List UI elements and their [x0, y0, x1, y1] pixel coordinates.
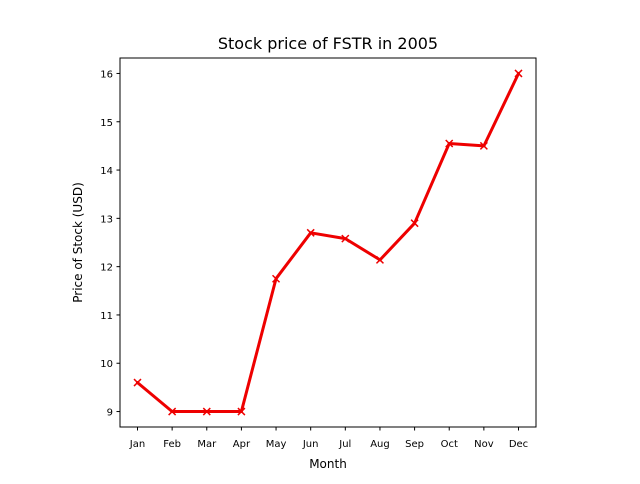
y-tick-label: 11	[100, 311, 113, 322]
x-axis-label: Month	[309, 457, 347, 471]
x-tick-label: Jul	[338, 439, 351, 450]
y-tick-label: 10	[100, 359, 113, 370]
data-point-marker	[306, 228, 315, 237]
x-tick-label: Dec	[509, 439, 528, 450]
y-tick-label: 14	[100, 166, 113, 177]
x-tick-label: Apr	[233, 439, 251, 450]
series-line	[136, 72, 520, 413]
y-tick-label: 9	[107, 408, 113, 419]
data-point-marker	[272, 274, 281, 283]
data-point-marker	[479, 141, 488, 150]
data-point-marker	[514, 69, 523, 78]
y-tick-label: 13	[100, 214, 113, 225]
plot-frame	[119, 57, 537, 428]
data-point-marker	[341, 234, 350, 243]
y-axis-ticks: 9 10 11 12 13 14 15 16	[100, 69, 120, 419]
data-point-marker	[202, 407, 211, 416]
x-tick-label: May	[266, 439, 287, 450]
data-point-marker	[445, 139, 454, 148]
x-tick-label: Sep	[405, 439, 424, 450]
x-tick-label: Oct	[441, 439, 458, 450]
y-tick-label: 12	[100, 263, 113, 274]
data-point-marker	[133, 378, 142, 387]
x-tick-label: Nov	[474, 439, 494, 450]
y-tick-label: 15	[100, 118, 113, 129]
x-tick-label: Jun	[302, 439, 319, 450]
data-point-marker	[237, 407, 246, 416]
x-tick-label: Jan	[129, 439, 145, 450]
x-tick-label: Aug	[370, 439, 390, 450]
data-point-marker	[375, 255, 384, 264]
data-point-marker	[410, 219, 419, 228]
series-layer	[133, 69, 523, 416]
data-point-marker	[168, 407, 177, 416]
x-tick-label: Feb	[163, 439, 181, 450]
chart-title: Stock price of FSTR in 2005	[218, 34, 438, 53]
x-axis-ticks: Jan Feb Mar Apr May Jun Jul Aug Sep Oct Nov Dec	[129, 427, 528, 450]
y-tick-label: 16	[100, 69, 113, 80]
x-tick-label: Mar	[197, 439, 217, 450]
y-axis-label: Price of Stock (USD)	[71, 182, 85, 303]
